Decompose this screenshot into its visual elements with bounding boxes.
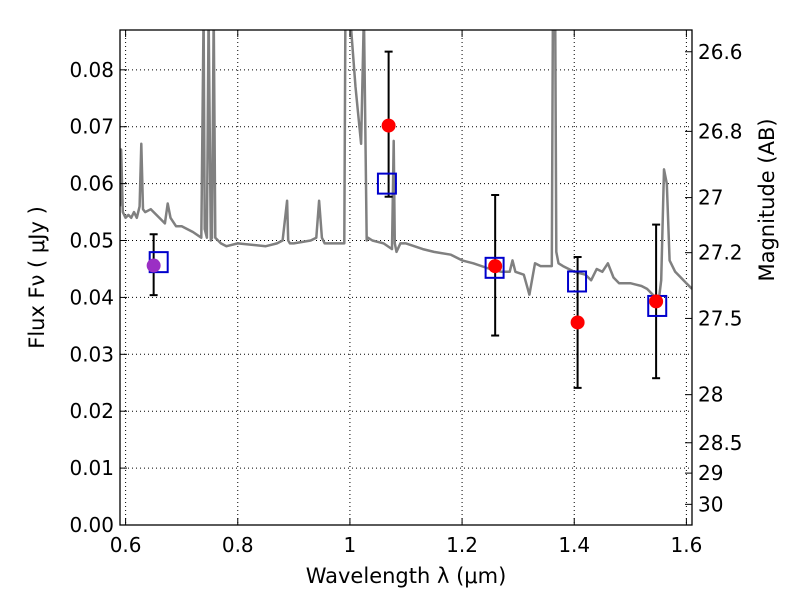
model-spectrum-line: [120, 30, 692, 305]
y-tick-label: 0.00: [69, 513, 114, 537]
y-axis-title: Flux Fν ( μJy ): [25, 206, 49, 349]
plot-area: [120, 30, 692, 389]
x-tick-label: 0.6: [110, 533, 142, 557]
observed-photometry-point: [649, 294, 664, 309]
axis-ticks: [120, 30, 692, 526]
y-tick-label: 0.06: [69, 172, 114, 196]
x-tick-label: 1: [344, 533, 357, 557]
y2-axis-title: Magnitude (AB): [755, 118, 779, 281]
y2-tick-label: 30: [698, 492, 723, 516]
y2-tick-label: 26.8: [698, 119, 743, 143]
x-tick-label: 1.2: [446, 533, 478, 557]
observed-photometry-point: [381, 118, 396, 133]
observed-photometry-point: [146, 258, 161, 273]
axis-labels: 0.6 0.8 1 1.2 1.4 1.6 0.00 0.01 0.02 0.03 0.04 0.05…: [25, 40, 779, 588]
x-tick-label: 1.6: [670, 533, 702, 557]
y-tick-label: 0.02: [69, 399, 114, 423]
y-tick-label: 0.07: [69, 115, 114, 139]
y2-tick-label: 28.5: [698, 431, 743, 455]
y2-tick-label: 27.2: [698, 241, 743, 265]
x-axis-title: Wavelength λ (μm): [306, 564, 507, 588]
y-tick-label: 0.03: [69, 342, 114, 366]
y-tick-label: 0.05: [69, 229, 114, 253]
model-photometry-square: [567, 270, 588, 293]
y2-tick-label: 29: [698, 461, 723, 485]
y2-tick-label: 26.6: [698, 40, 743, 64]
x-tick-label: 0.8: [222, 533, 254, 557]
y2-tick-label: 28: [698, 383, 723, 407]
model-photometry-square: [484, 256, 505, 279]
y-tick-label: 0.04: [69, 285, 114, 309]
x-tick-label: 1.4: [558, 533, 590, 557]
model-photometry-square: [376, 172, 397, 195]
observed-photometry-point: [570, 315, 585, 330]
y2-tick-label: 27.5: [698, 306, 743, 330]
y-tick-label: 0.01: [69, 456, 114, 480]
y-tick-label: 0.08: [69, 58, 114, 82]
y2-tick-label: 27: [698, 186, 723, 210]
observed-photometry-point: [488, 259, 503, 274]
plot-frame: [119, 29, 693, 526]
